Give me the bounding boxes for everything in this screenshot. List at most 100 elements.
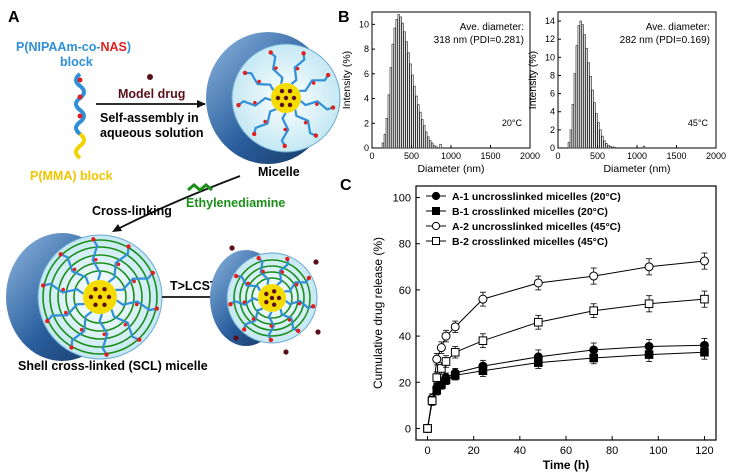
- panel-c: C 0 20 40 60 80 100 120 0 20 40 60 80 100 Time (h) Cum…: [340, 177, 717, 472]
- legend-label: B-1 crosslinked micelles (20°C): [452, 206, 608, 218]
- corona-chain: [46, 303, 85, 322]
- corona-chain: [115, 272, 154, 291]
- corona-chain: [116, 299, 158, 312]
- histogram-bar: [613, 146, 616, 149]
- encapsulated-drug: [271, 289, 277, 294]
- data-point: [432, 354, 442, 364]
- histogram-bar: [599, 129, 602, 149]
- data-point: [450, 371, 460, 380]
- encapsulated-drug: [275, 95, 281, 101]
- histogram-bar: [387, 94, 390, 149]
- nas-unit: [116, 262, 121, 267]
- data-point: [441, 357, 451, 366]
- nas-end-unit: [58, 252, 63, 257]
- data-point: [423, 424, 432, 433]
- x-tick-label: 500: [404, 151, 419, 161]
- collapsed-core-drugs: [264, 289, 282, 307]
- y-tick-label: 8: [364, 44, 369, 54]
- histogram-bar: [403, 31, 406, 149]
- nas-end-unit: [310, 304, 316, 309]
- micelle-illustration: [206, 32, 341, 164]
- corona-chain: [280, 112, 290, 147]
- nas-unit: [303, 120, 308, 125]
- histogram-bar: [391, 43, 394, 149]
- dls-histogram-20c: 0 500 1000 1500 2000 0 2 4 6 8 10 Diameter (nm) Inte…: [341, 11, 540, 175]
- data-point: [533, 278, 543, 288]
- encapsulated-drug: [287, 88, 293, 94]
- y-tick-label: 60: [399, 285, 411, 297]
- histogram-bar: [605, 143, 608, 149]
- nas-end-unit: [126, 244, 131, 249]
- legend-marker: [432, 207, 440, 215]
- histogram-bar: [577, 25, 580, 149]
- polymer-name: P(NIPAAm-co-NAS): [16, 40, 131, 54]
- y-axis-label: Intensity (%): [527, 51, 539, 109]
- corona-chain: [237, 96, 272, 107]
- histogram-bar: [383, 134, 386, 149]
- histogram-bar: [417, 104, 420, 149]
- collapsed-scl-micelle-illustration: [210, 245, 321, 355]
- data-point: [450, 322, 460, 332]
- histogram-bar: [585, 47, 588, 149]
- histogram-bar: [425, 131, 428, 149]
- nas-end-unit: [268, 337, 274, 343]
- y-tick-label: 12: [545, 34, 555, 44]
- nas-unit: [251, 317, 256, 321]
- histogram-bar: [385, 117, 388, 149]
- collapsed-corona-chains: [228, 255, 316, 343]
- histogram-bar: [427, 136, 430, 149]
- encapsulated-drug: [269, 295, 275, 301]
- scl-micelle-label: Shell cross-linked (SCL) micelle: [18, 359, 208, 373]
- histogram-bar: [393, 27, 396, 149]
- y-axis-label: Intensity (%): [341, 51, 353, 109]
- micelle-corona-chains: [236, 50, 336, 149]
- nas-unit: [72, 267, 77, 272]
- histogram-bar: [609, 145, 612, 149]
- model-drug-icon: [147, 74, 153, 80]
- corona-chain: [236, 275, 262, 292]
- x-tick-label: 80: [606, 445, 618, 457]
- micelle-core-drugs: [275, 88, 297, 108]
- t-lcst-label: T>LCST: [170, 279, 218, 293]
- legend: A-1 uncrosslinked micelles (20°C) B-1 cro…: [426, 191, 621, 248]
- series-line: [427, 298, 705, 429]
- corona-chain: [110, 309, 140, 341]
- encapsulated-drug: [102, 287, 107, 292]
- histogram-bar: [401, 22, 404, 149]
- x-tick-label: 2000: [706, 151, 726, 161]
- corona-chain: [269, 51, 284, 84]
- nas-end-unit: [268, 50, 273, 55]
- data-point: [699, 256, 709, 266]
- data-point: [437, 364, 446, 373]
- released-drug: [229, 245, 235, 251]
- crosslink-ring: [65, 262, 135, 332]
- histogram-bar: [409, 63, 412, 149]
- annotation-line1: Ave. diameter:: [646, 22, 710, 33]
- crosslink-ring: [57, 254, 143, 340]
- nas-unit: [295, 66, 300, 71]
- nas-end-unit: [233, 273, 239, 279]
- histogram-bar: [433, 145, 436, 149]
- legend-marker: [431, 191, 441, 201]
- nas-unit: [123, 322, 128, 327]
- annotation-line2: 318 nm (PDI=0.281): [434, 35, 524, 46]
- panel-a-label: A: [8, 9, 20, 26]
- y-tick-label: 6: [550, 89, 555, 99]
- data-point: [441, 375, 451, 385]
- nas-unit: [283, 127, 287, 132]
- annotation-line1: Ave. diameter:: [460, 22, 524, 33]
- y-tick-label: 0: [550, 143, 555, 153]
- panel-b-label: B: [338, 9, 350, 26]
- panel-a: A P(NIPAAm-co-NAS) block P(MMA) block Mo…: [6, 9, 341, 373]
- encapsulated-drug: [102, 302, 107, 307]
- histogram-bar: [569, 129, 572, 149]
- corona-chain: [276, 258, 290, 286]
- legend-marker: [431, 221, 441, 231]
- data-point: [436, 343, 446, 353]
- copolymer-yellow-segment: [74, 132, 86, 160]
- nas-end-unit: [137, 337, 142, 342]
- nas-end-unit: [313, 133, 319, 138]
- corona-chain: [294, 109, 317, 137]
